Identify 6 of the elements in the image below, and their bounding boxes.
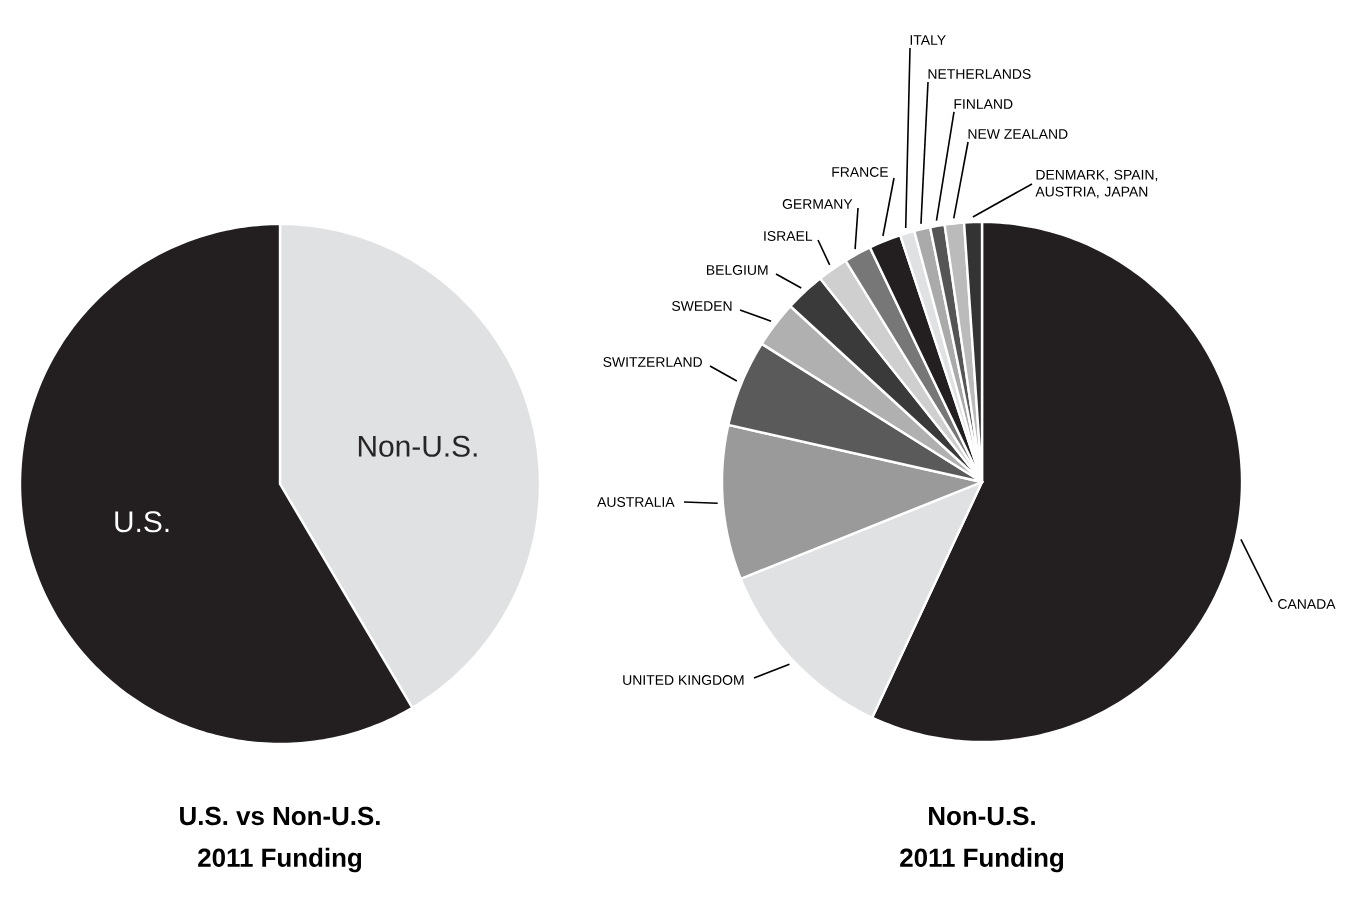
text: U.S. vs Non-U.S.	[180, 806, 380, 826]
slice-label: U.S.	[115, 511, 169, 533]
text: 2011 Funding	[900, 847, 1064, 873]
slice-label: Non-U.S.	[358, 435, 477, 457]
text: Non-U.S.	[929, 806, 1035, 826]
text: 2011 Funding	[198, 847, 362, 873]
